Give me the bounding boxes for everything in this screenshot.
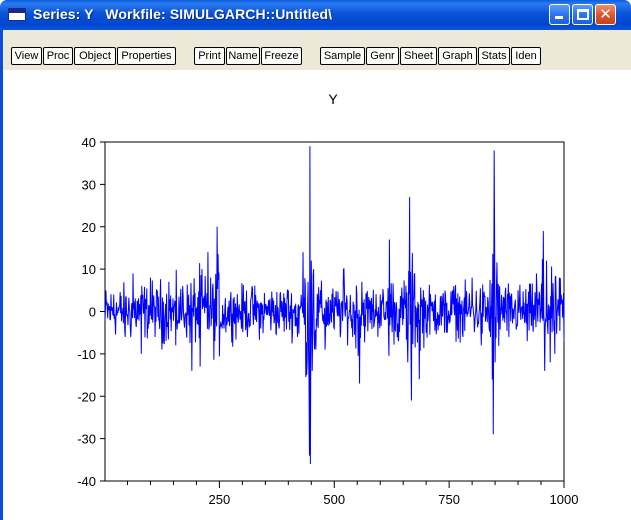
window-title: Series: Y Workfile: SIMULGARCH::Untitled… (33, 6, 333, 22)
y-tick-label: 10 (82, 262, 96, 277)
stats-button[interactable]: Stats (478, 47, 510, 65)
y-tick-label: -30 (77, 432, 96, 447)
properties-button[interactable]: Properties (117, 47, 176, 65)
print-button[interactable]: Print (194, 47, 225, 65)
freeze-button[interactable]: Freeze (261, 47, 302, 65)
close-button[interactable]: ✕ (595, 4, 616, 25)
window-icon[interactable] (8, 8, 26, 21)
series-group (104, 146, 565, 465)
maximize-button[interactable] (572, 4, 593, 25)
maximize-icon (577, 9, 589, 20)
object-button[interactable]: Object (74, 47, 116, 65)
x-tick-label: 250 (209, 492, 231, 507)
y-tick-label: -20 (77, 389, 96, 404)
chart-title: Y (328, 91, 338, 107)
y-axis: -40 -30 -20 -10 0 10 20 30 40 (77, 135, 105, 489)
title-bar[interactable]: Series: Y Workfile: SIMULGARCH::Untitled… (0, 0, 631, 30)
close-icon: ✕ (599, 5, 612, 23)
graph-button[interactable]: Graph (438, 47, 477, 65)
sample-button[interactable]: Sample (320, 47, 365, 65)
line-chart: Y -40 -30 -20 -10 0 10 20 30 40 250 500 750 1000 (77, 91, 579, 507)
view-button[interactable]: View (11, 47, 42, 65)
name-button[interactable]: Name (226, 47, 260, 65)
x-axis: 250 500 750 1000 (127, 481, 579, 507)
y-tick-label: -10 (77, 347, 96, 362)
series-line-y (104, 146, 565, 465)
sheet-button[interactable]: Sheet (400, 47, 437, 65)
genr-button[interactable]: Genr (366, 47, 399, 65)
y-tick-label: -40 (77, 474, 96, 489)
proc-button[interactable]: Proc (43, 47, 73, 65)
toolbar: View Proc Object Properties Print Name F… (0, 30, 631, 70)
graph-area: Y -40 -30 -20 -10 0 10 20 30 40 250 500 750 1000 (0, 70, 631, 520)
minimize-icon (555, 16, 563, 19)
ident-button[interactable]: Iden (511, 47, 541, 65)
y-tick-label: 0 (89, 305, 96, 320)
x-tick-label: 750 (438, 492, 460, 507)
x-tick-label: 1000 (550, 492, 579, 507)
x-tick-label: 500 (323, 492, 345, 507)
y-tick-label: 40 (82, 135, 96, 150)
minimize-button[interactable] (549, 4, 570, 25)
y-tick-label: 20 (82, 220, 96, 235)
y-tick-label: 30 (82, 177, 96, 192)
